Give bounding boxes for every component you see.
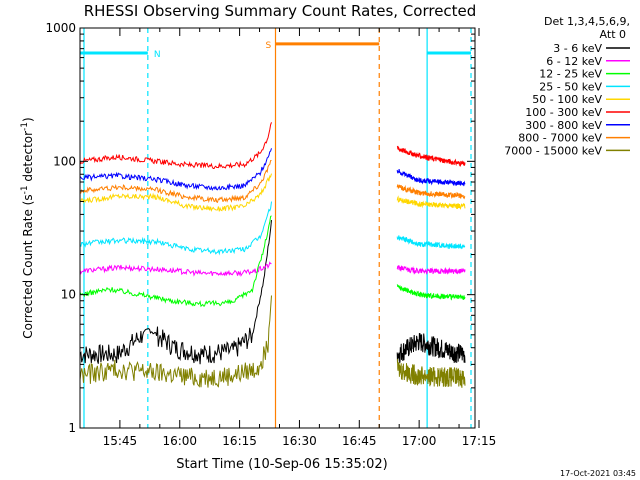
y-axis-label-mid: detector (21, 131, 35, 186)
series-4-pre (79, 173, 272, 213)
plot-frame (79, 27, 476, 429)
series-4-post (396, 195, 466, 210)
y-tick-label-0: 1 (68, 421, 76, 435)
x-tick-label-1: 16:00 (162, 434, 197, 448)
legend-label-8: 7000 - 15000 keV (504, 144, 602, 157)
series-6-pre (79, 148, 272, 192)
series-8-post (397, 358, 466, 388)
y-axis-label: Corrected Count Rate (s-1 detector-1) (20, 117, 35, 338)
series-5-post (396, 145, 466, 167)
legend-label-1: 6 - 12 keV (546, 55, 602, 68)
series-3-post (396, 235, 466, 250)
x-tick-label-3: 16:30 (282, 434, 317, 448)
timestamp: 17-Oct-2021 03:45 (560, 469, 636, 478)
x-tick-label-4: 16:45 (342, 434, 377, 448)
y-axis-label-main: Corrected Count Rate (s (21, 194, 35, 338)
y-axis-label-sup1: -1 (20, 185, 30, 194)
legend-label-6: 300 - 800 keV (525, 119, 602, 132)
series-3-pre (79, 201, 272, 256)
legend-label-2: 12 - 25 keV (539, 68, 602, 81)
y-tick-label-1: 10 (61, 288, 76, 302)
series-1-post (396, 265, 466, 275)
x-tick-label-0: 15:45 (103, 434, 138, 448)
series-8-pre (79, 295, 272, 388)
x-axis-label: Start Time (10-Sep-06 15:35:02) (176, 457, 387, 472)
legend-header-line-2: Att 0 (600, 28, 626, 41)
flag-label-0: N (154, 50, 161, 60)
flag-label-2: S (266, 41, 272, 51)
chart-title: RHESSI Observing Summary Count Rates, Co… (84, 2, 477, 20)
series-1-pre (79, 261, 272, 277)
legend-label-0: 3 - 6 keV (553, 42, 602, 55)
y-axis-label-sup2: -1 (20, 122, 30, 131)
series-6-post (396, 169, 466, 187)
legend-label-4: 50 - 100 keV (532, 93, 602, 106)
legend-label-7: 800 - 7000 keV (518, 132, 602, 145)
series-0-pre (79, 220, 272, 365)
series-2-pre (79, 215, 272, 308)
legend-header-line-1: Det 1,3,4,5,6,9, (544, 15, 630, 28)
legend-label-5: 100 - 300 keV (525, 106, 602, 119)
series-5-pre (79, 122, 272, 169)
legend-label-3: 25 - 50 keV (539, 80, 602, 93)
x-tick-label-2: 16:15 (222, 434, 257, 448)
y-tick-label-3: 1000 (45, 21, 76, 35)
y-tick-label-2: 100 (53, 154, 76, 168)
series-0-post (396, 333, 466, 363)
series-7-post (396, 184, 466, 200)
axes: 1 10 100 1000 15:45 16:00 16:15 16:30 16:45 17:00… (45, 21, 496, 448)
x-tick-label-6: 17:15 (462, 434, 497, 448)
y-axis-label-end: ) (21, 117, 35, 122)
series-2-post (396, 284, 466, 301)
plot-area: NS (79, 28, 472, 428)
series-7-pre (79, 160, 272, 204)
x-tick-label-5: 17:00 (402, 434, 437, 448)
